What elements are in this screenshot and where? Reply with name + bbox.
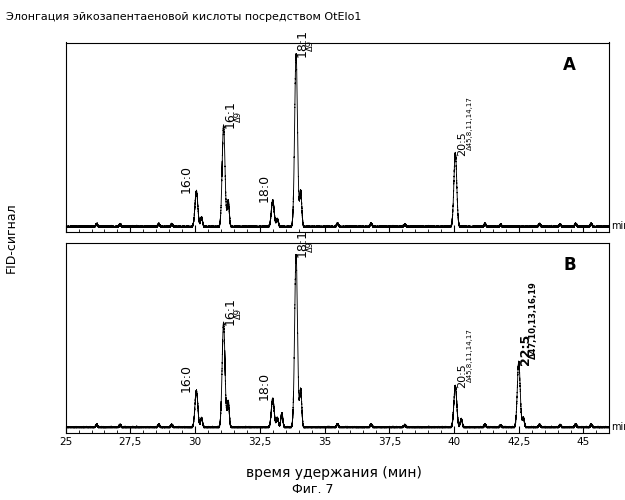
Text: Δ9: Δ9 [306, 240, 315, 252]
Text: 16:1: 16:1 [224, 100, 236, 128]
Text: 22:5: 22:5 [519, 334, 532, 364]
Text: 18:0: 18:0 [258, 174, 270, 202]
Text: B: B [563, 256, 576, 274]
Text: Δ45,8,11,14,17: Δ45,8,11,14,17 [467, 328, 473, 382]
Text: A: A [563, 56, 576, 74]
Text: Δ9: Δ9 [234, 112, 243, 122]
Text: Δ47,10,13,16,19: Δ47,10,13,16,19 [529, 281, 538, 358]
Text: время удержания (мин): время удержания (мин) [246, 466, 422, 479]
Text: 16:1: 16:1 [224, 298, 236, 326]
Text: min: min [611, 221, 625, 231]
Text: Δ9: Δ9 [306, 40, 315, 51]
Text: 16:0: 16:0 [179, 164, 192, 192]
Text: Элонгация эйкозапентаеновой кислоты посредством OtElo1: Элонгация эйкозапентаеновой кислоты поср… [6, 12, 362, 22]
Text: 20:5: 20:5 [457, 364, 467, 388]
Text: 20:5: 20:5 [457, 131, 467, 156]
Text: Фиг. 7: Фиг. 7 [292, 483, 333, 496]
Text: FID-сигнал: FID-сигнал [5, 202, 18, 273]
Text: Δ45,8,11,14,17: Δ45,8,11,14,17 [467, 96, 473, 150]
Text: 16:0: 16:0 [179, 364, 192, 392]
Text: Δ9: Δ9 [234, 308, 243, 320]
Text: 18:1: 18:1 [296, 230, 309, 258]
Text: 18:1: 18:1 [296, 29, 309, 57]
Text: min: min [611, 422, 625, 432]
Text: 18:0: 18:0 [258, 372, 270, 400]
